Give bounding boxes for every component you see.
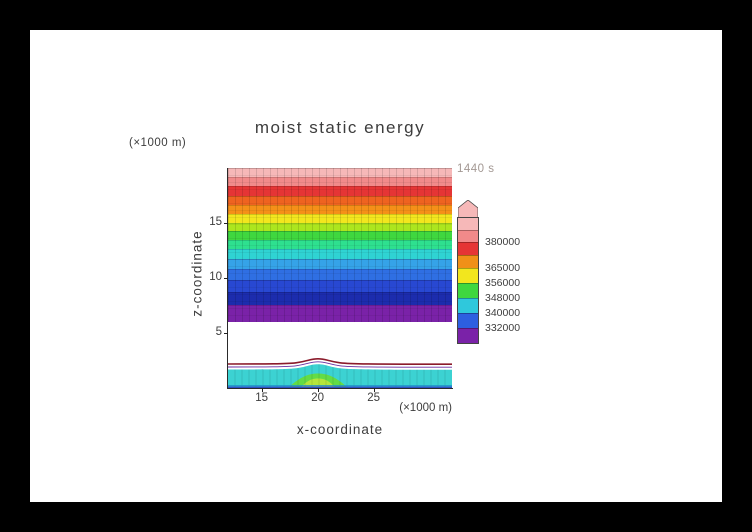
contour-band xyxy=(228,196,452,205)
contour-band xyxy=(228,204,452,214)
colorbar-band xyxy=(458,268,478,283)
time-label: 1440 s xyxy=(457,163,495,175)
y-tick-label: 5 xyxy=(215,326,222,338)
colorbar-label: 332000 xyxy=(485,322,521,334)
colorbar-bands xyxy=(457,217,479,344)
colorbar-label: 340000 xyxy=(485,307,521,319)
colorbar-label: 380000 xyxy=(485,236,521,248)
contour-band xyxy=(228,291,452,305)
colorbar-band xyxy=(458,283,478,298)
y-tick-label: 10 xyxy=(209,271,222,283)
x-tick-label: 20 xyxy=(311,392,324,404)
figure-canvas: moist static energy (×1000 m) 1440 s x-c… xyxy=(30,30,722,502)
colorbar-band xyxy=(458,242,478,255)
x-tick xyxy=(317,388,319,392)
surface-bottom-line xyxy=(228,385,452,387)
contour-band xyxy=(228,304,452,322)
y-tick xyxy=(224,223,228,224)
x-tick-label: 15 xyxy=(255,392,268,404)
colorbar: 380000 365000 356000 348000 340000 332000 xyxy=(457,200,553,360)
surface-fill xyxy=(228,364,452,388)
contour-band xyxy=(228,186,452,197)
contour-band xyxy=(228,240,452,249)
x-axis-unit-label: (×1000 m) xyxy=(399,402,452,414)
contour-band xyxy=(228,213,452,223)
chart-title: moist static energy xyxy=(254,118,426,137)
contour-band xyxy=(228,248,452,259)
colorbar-band xyxy=(458,230,478,242)
contour-band xyxy=(228,168,452,178)
colorbar-label: 348000 xyxy=(485,292,521,304)
surface-bottom-line xyxy=(228,386,452,388)
surface-gridlines xyxy=(234,364,446,388)
y-tick-label: 15 xyxy=(209,216,222,228)
x-tick-label: 25 xyxy=(367,392,380,404)
plot-area xyxy=(228,168,452,388)
colorbar-label: 365000 xyxy=(485,262,521,274)
contour-bands-layer xyxy=(228,168,452,388)
y-tick xyxy=(224,278,228,279)
surface-secondary-contour-line xyxy=(228,361,452,368)
contour-band xyxy=(228,258,452,269)
colorbar-band xyxy=(458,255,478,268)
colorbar-band xyxy=(458,313,478,328)
colorbar-band xyxy=(458,298,478,313)
x-axis-line xyxy=(227,388,453,389)
contour-band xyxy=(228,177,452,187)
colorbar-label: 356000 xyxy=(485,277,521,289)
y-tick xyxy=(224,333,228,334)
colorbar-arrow-icon xyxy=(458,200,478,218)
x-axis-label: x-coordinate xyxy=(296,422,384,437)
contour-band xyxy=(228,279,452,292)
contour-band xyxy=(228,231,452,241)
colorbar-band xyxy=(458,218,478,230)
colorbar-band xyxy=(458,328,478,343)
contour-band xyxy=(228,268,452,280)
surface-contour-layer xyxy=(228,357,452,388)
surface-contour-line xyxy=(228,357,452,365)
contour-band xyxy=(228,223,452,232)
x-tick xyxy=(261,388,263,392)
x-tick xyxy=(373,388,375,392)
y-axis-unit-label: (×1000 m) xyxy=(129,137,187,149)
